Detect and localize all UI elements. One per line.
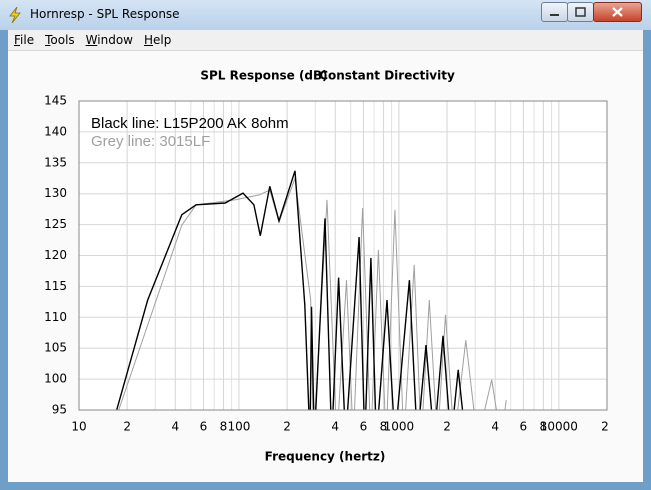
y-tick-label: 125 (44, 217, 67, 231)
x-tick-label: 2 (283, 420, 291, 434)
y-tick-label: 95 (52, 403, 67, 417)
series-line (116, 170, 464, 410)
legend-entry: Black line: L15P200 AK 8ohm (91, 115, 289, 132)
x-tick-label: 2 (443, 420, 451, 434)
menu-item[interactable]: File (14, 33, 35, 47)
x-tick-label: 2 (601, 420, 609, 434)
y-tick-label: 115 (44, 279, 67, 293)
menu-item[interactable]: Window (85, 33, 133, 47)
title-bar: Hornresp - SPL Response (0, 0, 651, 30)
plot-area (78, 100, 608, 411)
x-tick-label: 6 (520, 420, 528, 434)
x-tick-label: 2 (123, 420, 131, 434)
chart-subtitle: Constant Directivity (319, 69, 455, 83)
x-tick-label: 4 (171, 420, 179, 434)
chart-title: SPL Response (dB) (200, 69, 327, 83)
y-tick-label: 105 (44, 341, 67, 355)
menu-bar: File Tools Window Help (8, 30, 643, 51)
x-tick-label: 8 (220, 420, 228, 434)
grid (79, 101, 607, 410)
x-tick-label: 100 (227, 420, 250, 434)
y-tick-label: 130 (44, 186, 67, 200)
legend-entry: Grey line: 3015LF (91, 133, 210, 150)
x-tick-label: 4 (491, 420, 499, 434)
x-axis-label: Frequency (hertz) (265, 450, 386, 464)
app-icon (9, 7, 21, 23)
x-tick-label: 8 (540, 420, 548, 434)
x-tick-label: 6 (360, 420, 368, 434)
x-tick-label: 4 (331, 420, 339, 434)
y-tick-label: 140 (44, 124, 67, 138)
x-tick-label: 10000 (540, 420, 578, 434)
menu-item[interactable]: Help (144, 33, 172, 47)
x-tick-label: 10 (71, 420, 86, 434)
window-title: Hornresp - SPL Response (30, 7, 180, 21)
y-tick-label: 100 (44, 372, 67, 386)
menu-item[interactable]: Tools (45, 33, 75, 47)
x-tick-label: 1000 (384, 420, 415, 434)
y-tick-label: 135 (44, 155, 67, 169)
y-tick-label: 120 (44, 248, 67, 262)
y-tick-label: 110 (44, 310, 67, 324)
x-tick-label: 8 (380, 420, 388, 434)
y-tick-label: 145 (44, 94, 67, 108)
x-tick-label: 6 (200, 420, 208, 434)
close-button[interactable] (593, 2, 642, 22)
